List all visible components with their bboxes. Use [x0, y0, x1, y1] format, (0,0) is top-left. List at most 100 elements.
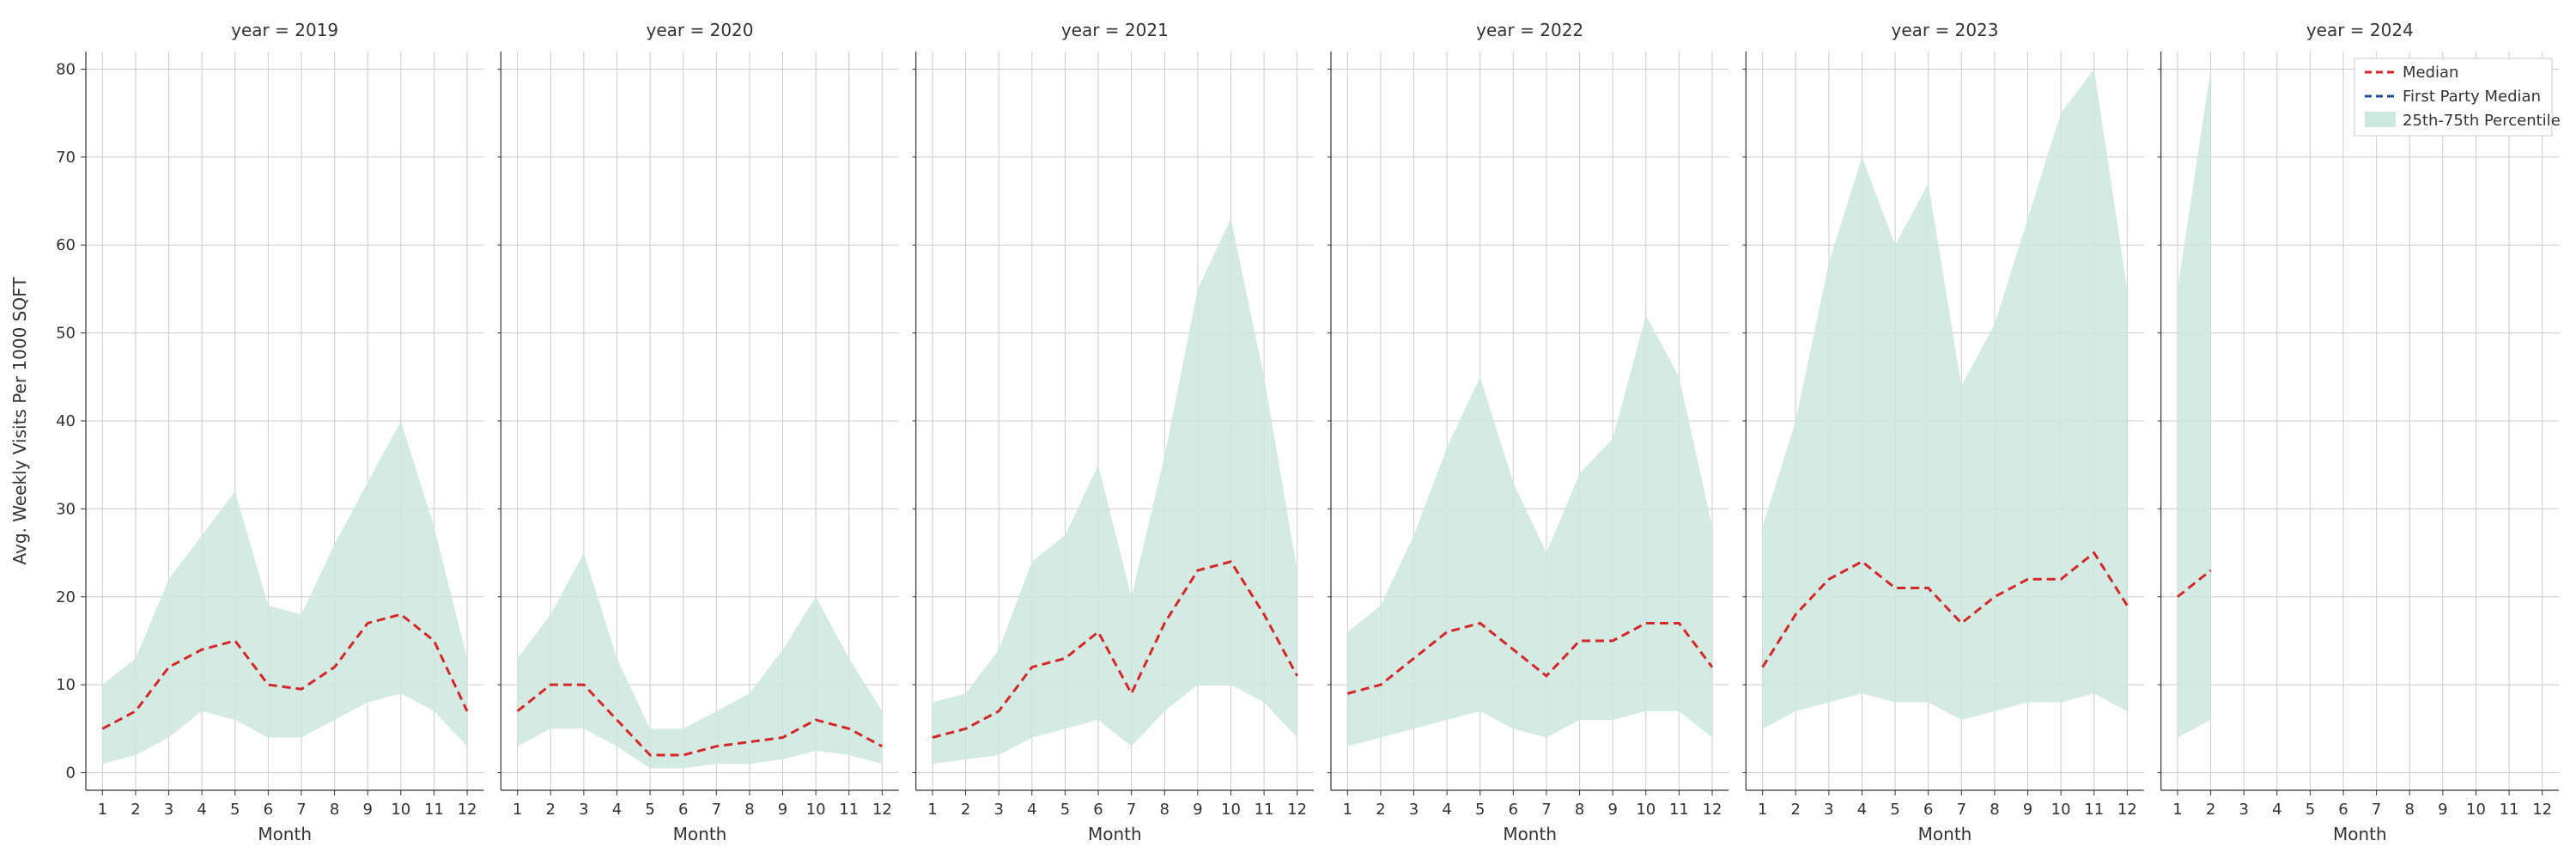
xtick-label: 5 — [1060, 801, 1070, 819]
ytick-label: 40 — [56, 412, 76, 430]
legend-label: First Party Median — [2403, 88, 2541, 106]
xtick-label: 10 — [1221, 801, 1241, 819]
panel-title: year = 2019 — [231, 20, 338, 40]
xtick-label: 5 — [230, 801, 240, 819]
xtick-label: 10 — [2051, 801, 2071, 819]
xtick-label: 2 — [961, 801, 970, 819]
x-axis-label: Month — [258, 824, 312, 844]
x-axis-label: Month — [1918, 824, 1972, 844]
panel-title: year = 2024 — [2306, 20, 2414, 40]
xtick-label: 10 — [391, 801, 410, 819]
xtick-label: 3 — [164, 801, 173, 819]
x-axis-label: Month — [673, 824, 727, 844]
xtick-label: 4 — [1442, 801, 1451, 819]
xtick-label: 12 — [2117, 801, 2137, 819]
xtick-label: 2 — [1791, 801, 1801, 819]
legend-swatch — [2365, 112, 2396, 127]
xtick-label: 2 — [131, 801, 140, 819]
xtick-label: 5 — [1890, 801, 1899, 819]
xtick-label: 8 — [744, 801, 754, 819]
xtick-label: 3 — [993, 801, 1003, 819]
ytick-label: 70 — [56, 149, 76, 167]
ytick-label: 30 — [56, 500, 76, 518]
legend-label: 25th-75th Percentile — [2403, 112, 2561, 130]
xtick-label: 2 — [546, 801, 556, 819]
xtick-label: 1 — [513, 801, 522, 819]
percentile-band — [933, 219, 1297, 765]
panel-4: 123456789101112Monthyear = 2023 — [1742, 20, 2143, 844]
chart-svg: Avg. Weekly Visits Per 1000 SQFT12345678… — [0, 0, 2576, 859]
xtick-label: 9 — [2023, 801, 2032, 819]
xtick-label: 5 — [2306, 801, 2315, 819]
xtick-label: 4 — [612, 801, 622, 819]
xtick-label: 2 — [2206, 801, 2215, 819]
xtick-label: 6 — [264, 801, 273, 819]
xtick-label: 5 — [645, 801, 654, 819]
xtick-label: 9 — [778, 801, 787, 819]
xtick-label: 11 — [1255, 801, 1274, 819]
xtick-label: 6 — [678, 801, 688, 819]
xtick-label: 7 — [712, 801, 721, 819]
xtick-label: 1 — [927, 801, 937, 819]
xtick-label: 12 — [458, 801, 477, 819]
xtick-label: 9 — [1607, 801, 1617, 819]
xtick-label: 3 — [1409, 801, 1419, 819]
percentile-band — [518, 553, 883, 769]
xtick-label: 7 — [1541, 801, 1551, 819]
percentile-band — [102, 421, 467, 764]
panel-title: year = 2021 — [1061, 20, 1169, 40]
xtick-label: 8 — [330, 801, 339, 819]
xtick-label: 6 — [1093, 801, 1103, 819]
x-axis-label: Month — [1088, 824, 1142, 844]
faceted-line-chart: Avg. Weekly Visits Per 1000 SQFT12345678… — [0, 0, 2576, 859]
xtick-label: 10 — [806, 801, 826, 819]
legend: Median First Party Median 25th-75th Percen… — [2354, 58, 2561, 136]
xtick-label: 8 — [1160, 801, 1170, 819]
ytick-label: 10 — [56, 676, 76, 694]
xtick-label: 11 — [424, 801, 444, 819]
xtick-label: 11 — [1669, 801, 1689, 819]
xtick-label: 1 — [1758, 801, 1767, 819]
xtick-label: 8 — [1990, 801, 1999, 819]
xtick-label: 9 — [362, 801, 372, 819]
panel-0: 123456789101112Month01020304050607080yea… — [56, 20, 483, 844]
panel-5: 123456789101112Monthyear = 2024 — [2158, 20, 2559, 844]
ytick-label: 20 — [56, 588, 76, 606]
xtick-label: 7 — [1957, 801, 1966, 819]
xtick-label: 7 — [2372, 801, 2381, 819]
percentile-band — [1347, 315, 1712, 746]
panel-title: year = 2022 — [1476, 20, 1583, 40]
xtick-label: 3 — [579, 801, 588, 819]
xtick-label: 5 — [1475, 801, 1485, 819]
xtick-label: 12 — [1287, 801, 1307, 819]
xtick-label: 11 — [2500, 801, 2519, 819]
panel-1: 123456789101112Monthyear = 2020 — [497, 20, 898, 844]
ytick-label: 60 — [56, 236, 76, 254]
xtick-label: 8 — [1575, 801, 1584, 819]
xtick-label: 2 — [1376, 801, 1385, 819]
xtick-label: 3 — [1824, 801, 1833, 819]
xtick-label: 4 — [1857, 801, 1867, 819]
xtick-label: 4 — [2272, 801, 2281, 819]
ytick-label: 80 — [56, 60, 76, 78]
xtick-label: 12 — [1703, 801, 1722, 819]
xtick-label: 11 — [2084, 801, 2104, 819]
xtick-label: 1 — [1343, 801, 1352, 819]
xtick-label: 7 — [1127, 801, 1136, 819]
xtick-label: 11 — [839, 801, 859, 819]
x-axis-label: Month — [1503, 824, 1557, 844]
xtick-label: 12 — [2532, 801, 2552, 819]
x-axis-label: Month — [2333, 824, 2387, 844]
panel-title: year = 2020 — [647, 20, 754, 40]
panel-3: 123456789101112Monthyear = 2022 — [1327, 20, 1728, 844]
legend-label: Median — [2403, 64, 2458, 82]
y-axis-label: Avg. Weekly Visits Per 1000 SQFT — [9, 277, 30, 565]
xtick-label: 4 — [1027, 801, 1036, 819]
xtick-label: 6 — [1923, 801, 1933, 819]
xtick-label: 7 — [296, 801, 306, 819]
xtick-label: 10 — [2466, 801, 2486, 819]
percentile-band — [1763, 69, 2128, 728]
xtick-label: 6 — [1509, 801, 1518, 819]
xtick-label: 12 — [872, 801, 892, 819]
xtick-label: 6 — [2338, 801, 2348, 819]
